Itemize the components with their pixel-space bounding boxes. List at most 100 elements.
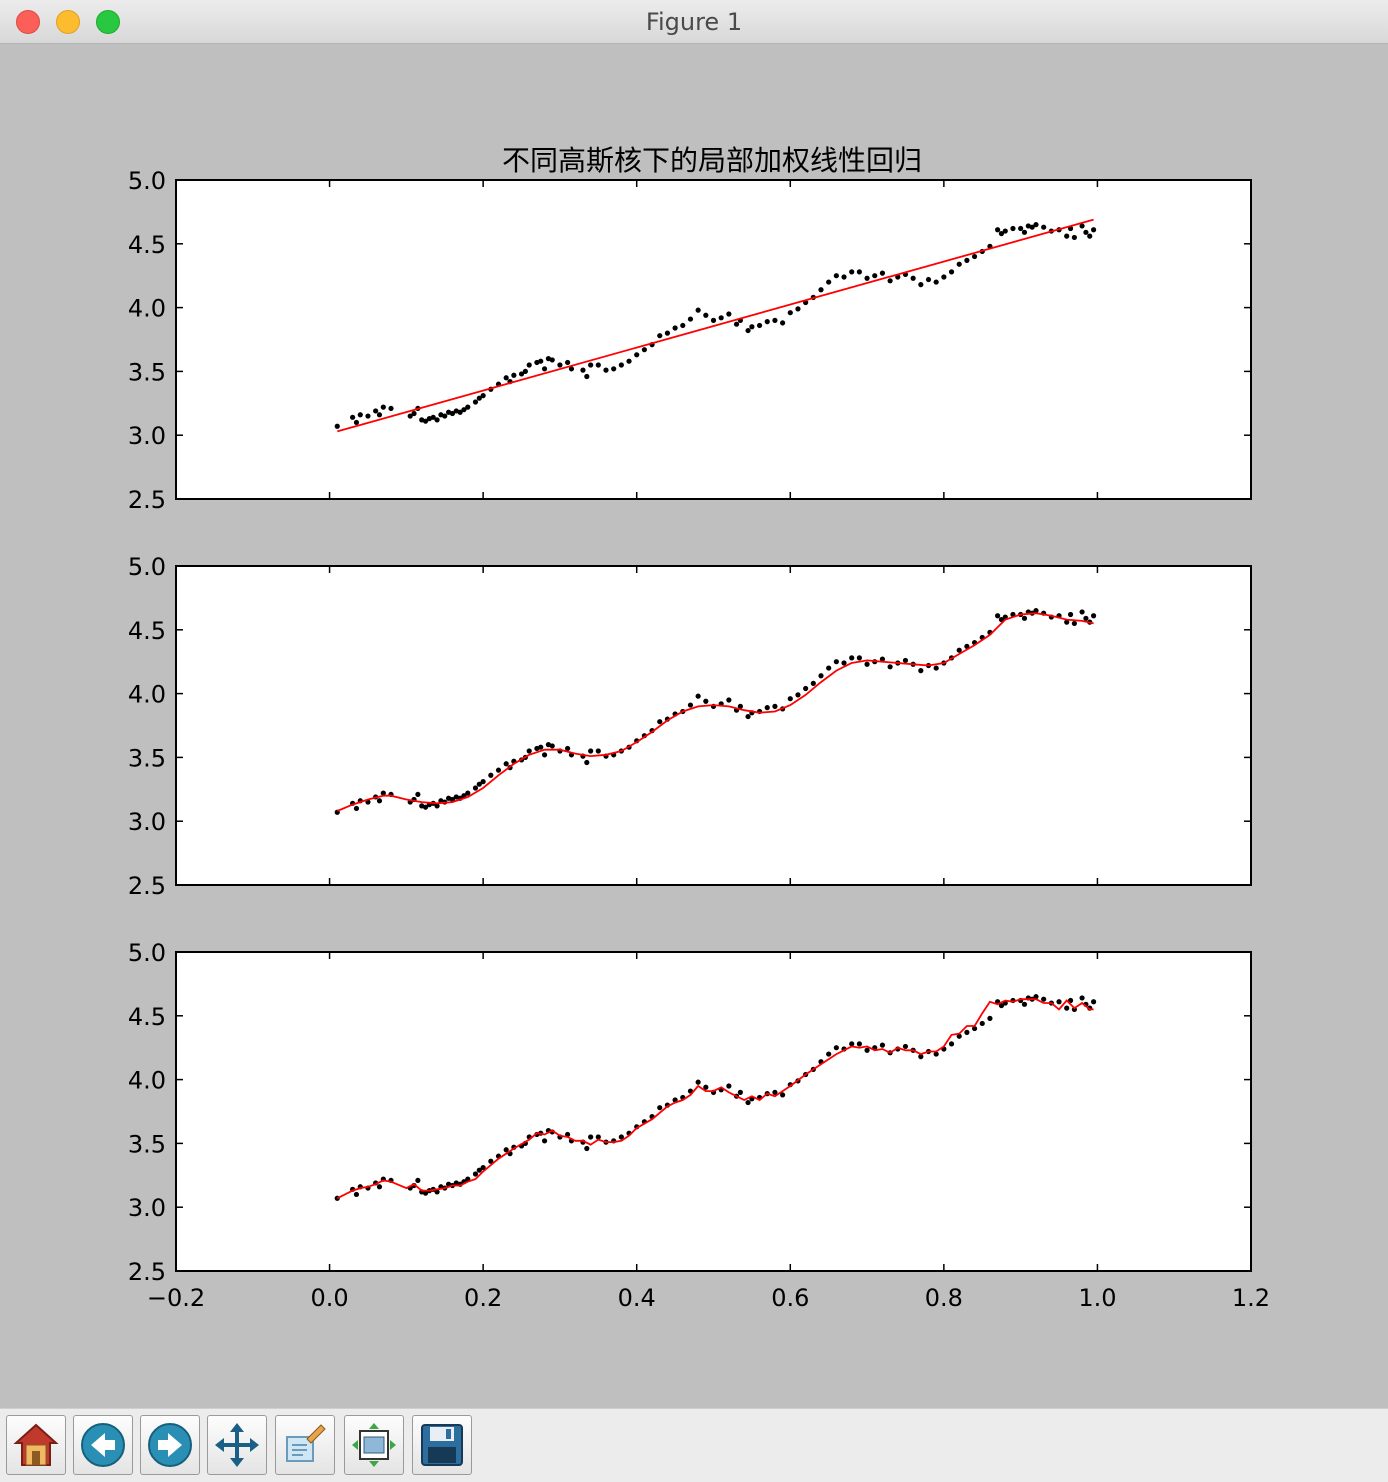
data-point [726,697,732,703]
data-point [841,274,847,280]
data-point [756,322,763,329]
data-point [1021,229,1028,235]
data-point [795,692,801,698]
data-point [879,1042,886,1048]
x-tick-label: 0.0 [310,1284,348,1312]
pan-button[interactable] [207,1415,267,1475]
data-point [971,253,978,260]
chart-title: 不同高斯核下的局部加权线性回归 [502,144,922,177]
y-tick-label: 3.5 [128,744,166,772]
data-point [503,1147,509,1153]
data-point [407,413,413,419]
title-bar[interactable]: Figure 1 [0,0,1388,44]
data-point [472,785,479,791]
data-point [849,1041,855,1047]
home-button[interactable] [6,1415,66,1475]
data-point [488,772,494,778]
save-button[interactable] [412,1415,472,1475]
data-point [503,761,509,767]
data-point [476,1167,482,1173]
data-point [810,680,816,686]
data-point [764,705,770,711]
data-point [818,673,824,679]
data-point [849,655,855,661]
data-point [1071,234,1077,241]
minimize-button[interactable] [56,10,80,34]
data-point [787,310,793,316]
data-point [745,713,751,720]
subplots-config-icon [352,1423,396,1467]
data-point [998,230,1005,237]
forward-arrow-icon [148,1423,192,1467]
zoom-button-tool[interactable] [275,1415,335,1475]
data-point [764,319,770,325]
data-point [826,279,832,285]
data-point [434,417,440,423]
data-point [856,269,862,275]
subplot-1[interactable]: 2.5 3.0 3.5 4.0 4.5 5.0 [128,167,1252,514]
data-point [503,375,509,381]
data-point [933,1051,939,1057]
data-point [541,1138,548,1144]
forward-button[interactable] [140,1415,200,1475]
subplot-3[interactable]: 2.5 3.0 3.5 4.0 4.5 5.0 −0.2 0.0 0.2 0.4 0.6 0.8 1.0… [128,939,1270,1312]
data-point [1041,996,1047,1002]
data-point [964,643,970,649]
data-point [745,327,751,334]
data-point [1090,999,1097,1005]
data-point [388,405,394,412]
data-point [887,664,893,670]
y-tick-label: 3.5 [128,358,166,386]
data-point [1064,619,1070,625]
data-point [710,317,717,323]
data-point [488,1158,494,1164]
data-point [357,412,363,418]
data-point [461,407,467,413]
data-point [687,702,694,708]
subplot-2[interactable]: 2.5 3.0 3.5 4.0 4.5 5.0 [128,553,1252,900]
data-point [995,227,1001,233]
back-button[interactable] [73,1415,133,1475]
pan-icon [215,1423,259,1467]
data-point [979,1020,985,1027]
data-point [526,748,532,754]
data-point [376,412,383,418]
data-point [964,1029,970,1035]
data-point [695,1079,701,1085]
figure-canvas[interactable]: 不同高斯核下的局部加权线性回归 2.5 3.0 3.5 4.0 4.5 5.0 2.5 3.0… [0,44,1388,1408]
data-point [864,661,870,667]
data-point [841,660,847,666]
data-point [334,423,340,429]
regression-line [336,612,1094,812]
data-point [703,698,709,704]
zoom-button[interactable] [96,10,120,34]
data-point [584,1145,590,1152]
data-point [737,1089,743,1095]
data-point [568,366,575,372]
data-point [772,317,778,323]
data-point [780,1092,786,1098]
data-point [1090,227,1097,233]
data-point [1064,233,1070,239]
data-point [833,1045,839,1051]
data-point [749,324,755,330]
data-point [350,414,356,420]
data-point [1064,1005,1070,1011]
data-point [902,1043,909,1050]
y-tick-label: 3.0 [128,422,166,450]
data-point [442,413,448,419]
data-point [538,744,544,750]
y-tick-label: 2.5 [128,872,166,900]
data-point [472,1171,479,1177]
data-point [1067,611,1074,618]
close-button[interactable] [16,10,40,34]
data-point [879,270,886,276]
x-tick-label: 0.8 [925,1284,963,1312]
configure-subplots-button[interactable] [344,1415,404,1475]
navigation-toolbar [0,1408,1388,1482]
axes-frame [175,565,1252,886]
x-tick-label: 0.4 [618,1284,656,1312]
data-point [1029,224,1035,230]
data-point [1083,615,1089,621]
